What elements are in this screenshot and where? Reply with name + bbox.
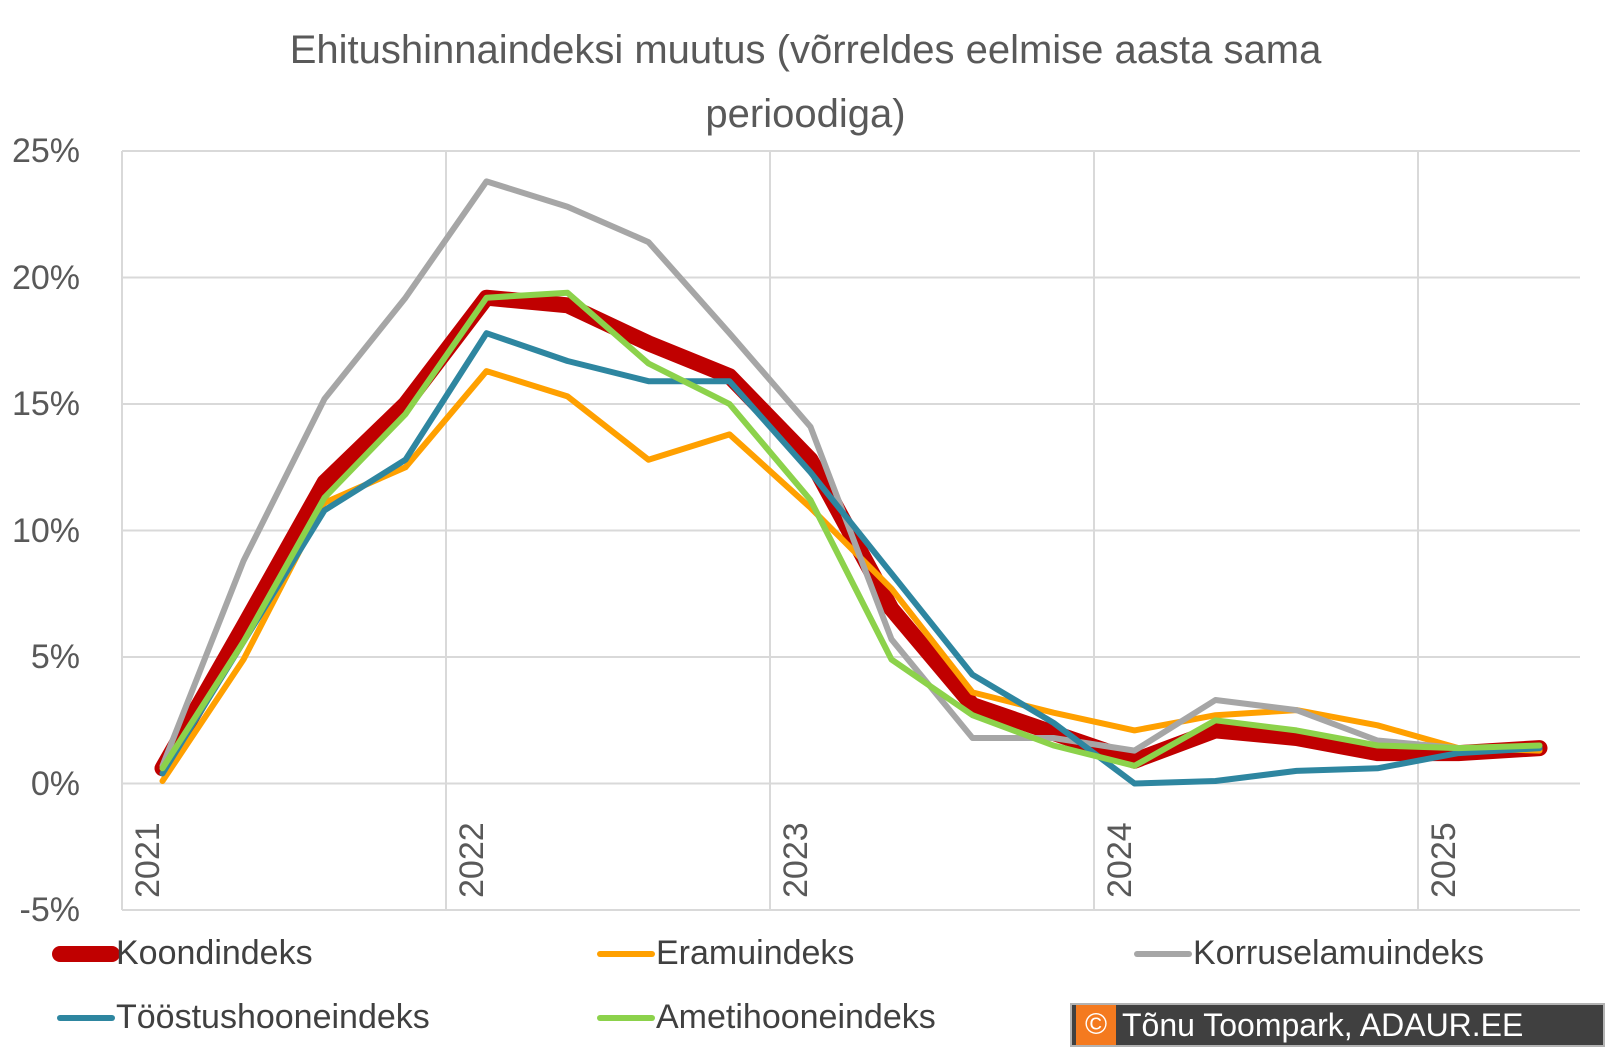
y-tick-label: 15% [11,385,80,423]
y-tick-label: 20% [11,258,80,297]
y-tick-label: 0% [30,764,80,803]
x-tick-label: 2025 [1425,822,1463,898]
legend-label: Ametihooneindeks [656,998,936,1036]
chart-title-line: Ehitushinnaindeksi muutus (võrreldes eel… [289,28,1322,72]
legend-label: Korruselamuindeks [1193,934,1485,972]
x-tick-label: 2023 [777,822,815,898]
chart-title-line: perioodiga) [705,92,906,136]
series-line-korruselamuindeks [159,178,1543,769]
y-tick-label: -5% [19,891,80,929]
series-line-tööstushooneindeks [159,330,1543,787]
credit-badge: © Tõnu Toompark, ADAUR.EE [1070,1003,1605,1047]
y-tick-label: 25% [11,132,80,170]
x-tick-label: 2022 [453,822,491,898]
legend-label: Eramuindeks [656,934,855,972]
x-tick-label: 2024 [1101,822,1139,898]
x-tick-label: 2021 [129,822,167,898]
legend-label: Tööstushooneindeks [116,998,430,1036]
y-tick-label: 5% [30,638,80,676]
series-line-ametihooneindeks [159,289,1543,772]
legend-label: Koondindeks [116,934,313,972]
copyright-icon: © [1076,1005,1116,1045]
credit-text: Tõnu Toompark, ADAUR.EE [1122,1006,1524,1043]
y-tick-label: 10% [11,511,80,550]
series-lines [154,178,1548,787]
legend-swatches [52,946,1192,1021]
gridlines [121,150,1580,911]
